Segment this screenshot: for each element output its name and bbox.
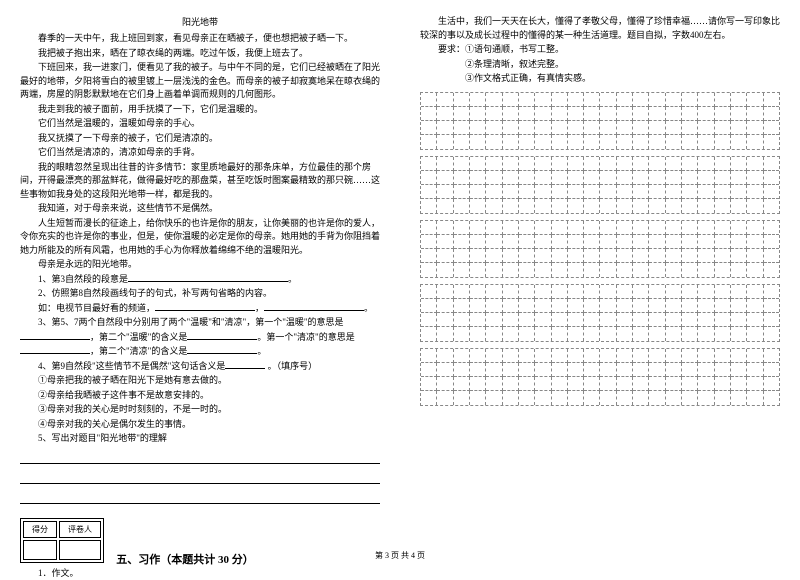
question-5: 5、写出对题目"阳光地带"的理解 xyxy=(20,432,380,446)
passage-p9: 我知道，对于母亲来说，这些情节不是偶然。 xyxy=(20,202,380,216)
question-4-opt4: ④母亲对我的关心是偶尔发生的事情。 xyxy=(20,418,380,432)
passage-p5: 它们当然是温暖的，温暖如母亲的手心。 xyxy=(20,117,380,131)
passage-p8: 我的眼睛忽然呈现出往昔的许多情节：家里质地最好的那条床单，方位最佳的那个房间，开… xyxy=(20,161,380,202)
essay-intro: 生活中，我们一天天在长大，懂得了孝敬父母，懂得了珍惜幸福……请你写一写印象比较深… xyxy=(420,15,780,42)
passage-p10: 人生短暂而漫长的征途上，给你快乐的也许是你的朋友，让你美丽的也许是你的爱人，令你… xyxy=(20,217,380,258)
passage-p2: 我把被子抱出来，晒在了晾衣绳的两端。吃过午饭，我便上班去了。 xyxy=(20,47,380,61)
essay-req1: 要求：①语句通顺，书写工整。 xyxy=(420,43,780,57)
writing-grid xyxy=(420,92,780,406)
passage-p3: 下班回来，我一进家门，便看见了我的被子。与中午不同的是，它们已经被晒在了阳光最好… xyxy=(20,61,380,102)
question-3-line3: ，第二个"清凉"的含义是。 xyxy=(20,345,380,359)
question-2: 2、仿照第8自然段画线句子的句式，补写两句省略的内容。 xyxy=(20,287,380,301)
question-4: 4、第9自然段"这些情节不是偶然"这句话含义是 。（填序号） xyxy=(20,360,380,374)
question-4-opt2: ②母亲给我晒被子这件事不是故意安排的。 xyxy=(20,389,380,403)
essay-req3: ③作文格式正确，有真情实感。 xyxy=(420,72,780,86)
question-3: 3、第5、7两个自然段中分别用了两个"温暖"和"清凉"，第一个"温暖"的意思是 xyxy=(20,316,380,330)
section-5-q: 1．作文。 xyxy=(20,567,380,580)
question-4-opt1: ①母亲把我的被子晒在阳光下是她有意去做的。 xyxy=(20,374,380,388)
passage-title: 阳光地带 xyxy=(20,15,380,28)
passage-p7: 它们当然是清凉的，清凉如母亲的手背。 xyxy=(20,146,380,160)
page-footer: 第 3 页 共 4 页 xyxy=(0,550,800,561)
passage-p6: 我又抚摸了一下母亲的被子，它们是清凉的。 xyxy=(20,132,380,146)
question-1: 1、第3自然段的段意是。 xyxy=(20,273,380,287)
question-4-opt3: ③母亲对我的关心是时时刻刻的，不是一时的。 xyxy=(20,403,380,417)
question-3-line2: ，第二个"温暖"的含义是。第一个"清凉"的意思是 xyxy=(20,331,380,345)
passage-p4: 我走到我的被子面前，用手抚摸了一下，它们是温暖的。 xyxy=(20,103,380,117)
passage-p1: 春季的一天中午，我上班回到家，看见母亲正在晒被子，便也想把被子晒一下。 xyxy=(20,32,380,46)
passage-p11: 母亲是永远的阳光地带。 xyxy=(20,258,380,272)
question-2-example: 如：电视节目最好看的频道，，。 xyxy=(20,302,380,316)
essay-req2: ②条理清晰，叙述完整。 xyxy=(420,58,780,72)
answer-lines xyxy=(20,448,380,504)
